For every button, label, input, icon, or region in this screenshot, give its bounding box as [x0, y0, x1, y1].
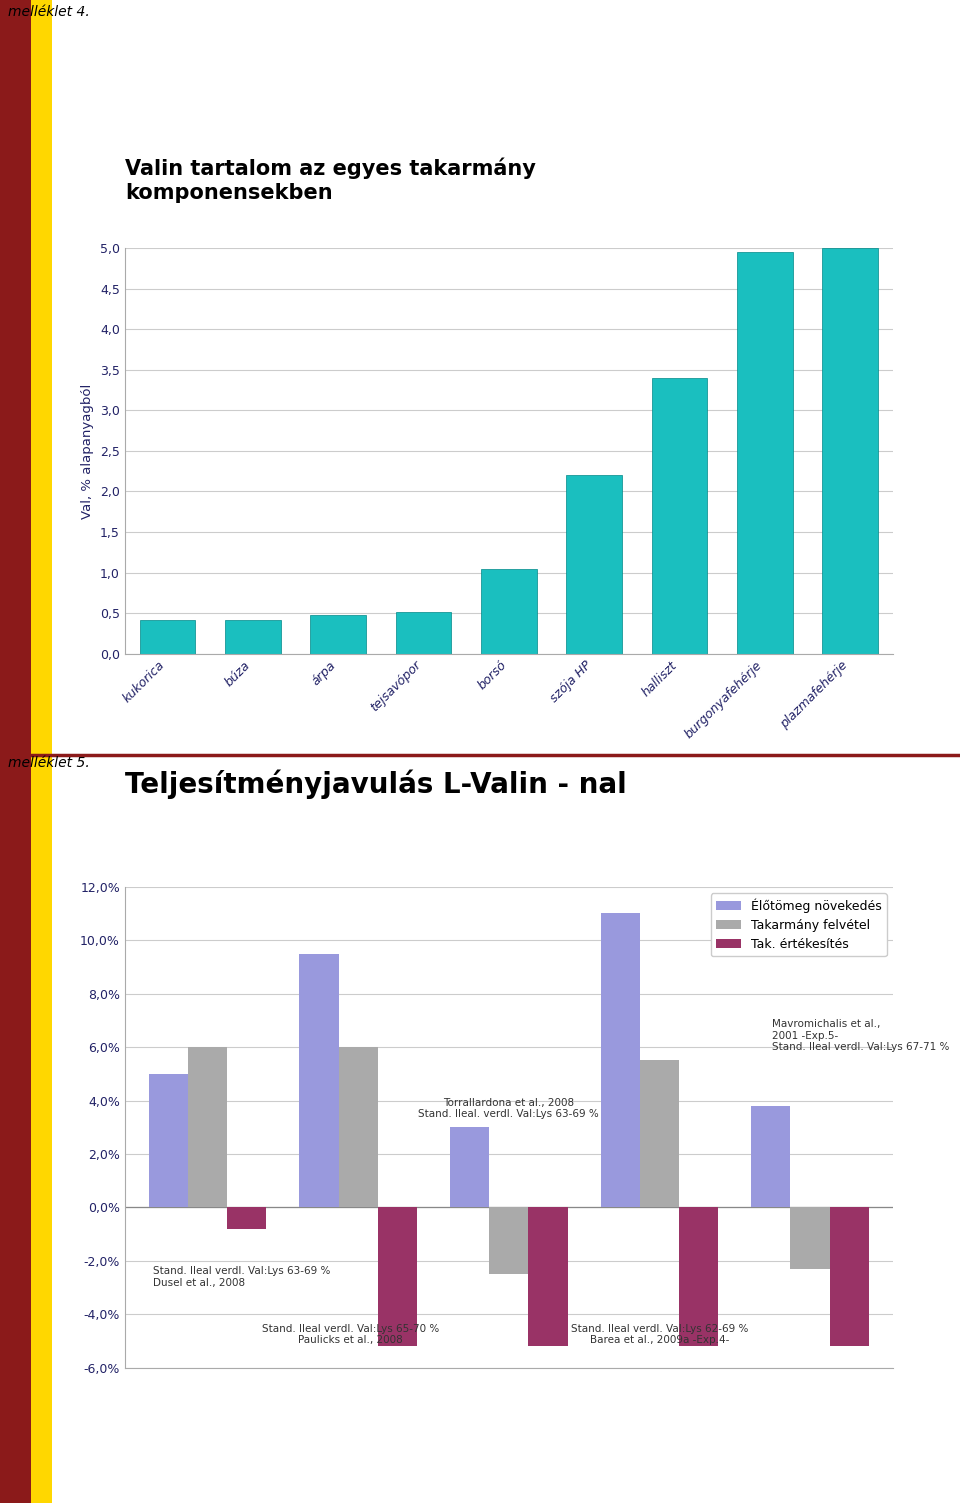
Text: Stand. Ileal verdl. Val:Lys 65-70 %
Paulicks et al., 2008: Stand. Ileal verdl. Val:Lys 65-70 % Paul… [262, 1324, 440, 1345]
Bar [310, 615, 366, 654]
Bar [679, 1207, 718, 1347]
Bar [639, 1061, 679, 1207]
Bar [300, 953, 339, 1207]
Bar [140, 619, 195, 654]
Bar [790, 1207, 829, 1269]
Text: Torrallardona et al., 2008
Stand. Ileal. verdl. Val:Lys 63-69 %: Torrallardona et al., 2008 Stand. Ileal.… [419, 1097, 599, 1120]
Bar [737, 253, 793, 654]
Text: melléklet 5.: melléklet 5. [8, 756, 89, 770]
Bar [378, 1207, 417, 1347]
Bar [481, 568, 537, 654]
Text: melléklet 4.: melléklet 4. [8, 5, 89, 18]
Text: Stand. Ileal verdl. Val:Lys 63-69 %
Dusel et al., 2008: Stand. Ileal verdl. Val:Lys 63-69 % Duse… [154, 1266, 331, 1288]
Bar [228, 1207, 266, 1229]
Bar [601, 914, 639, 1207]
Bar [829, 1207, 869, 1347]
Text: Mavromichalis et al.,
2001 -Exp.5-
Stand. Ileal verdl. Val:Lys 67-71 %: Mavromichalis et al., 2001 -Exp.5- Stand… [773, 1019, 949, 1052]
Bar [188, 1048, 228, 1207]
Bar [149, 1073, 188, 1207]
Bar [490, 1207, 528, 1275]
Bar [652, 377, 708, 654]
Text: Stand. Ileal verdl. Val:Lys 62-69 %
Barea et al., 2009a -Exp.4-: Stand. Ileal verdl. Val:Lys 62-69 % Bare… [570, 1324, 748, 1345]
Bar [752, 1106, 790, 1207]
Legend: Élőtömeg növekedés, Takarmány felvétel, Tak. értékesítés: Élőtömeg növekedés, Takarmány felvétel, … [710, 893, 886, 956]
Bar [528, 1207, 567, 1347]
Text: Valin tartalom az egyes takarmány
komponensekben: Valin tartalom az egyes takarmány kompon… [125, 158, 536, 203]
Bar [823, 248, 877, 654]
Bar [339, 1048, 378, 1207]
Bar [225, 619, 280, 654]
Y-axis label: Val, % alapanyagból: Val, % alapanyagból [82, 383, 94, 519]
Bar [566, 475, 622, 654]
Bar [396, 612, 451, 654]
Text: Teljesítményjavulás L-Valin - nal: Teljesítményjavulás L-Valin - nal [125, 770, 627, 800]
Bar [450, 1127, 490, 1207]
